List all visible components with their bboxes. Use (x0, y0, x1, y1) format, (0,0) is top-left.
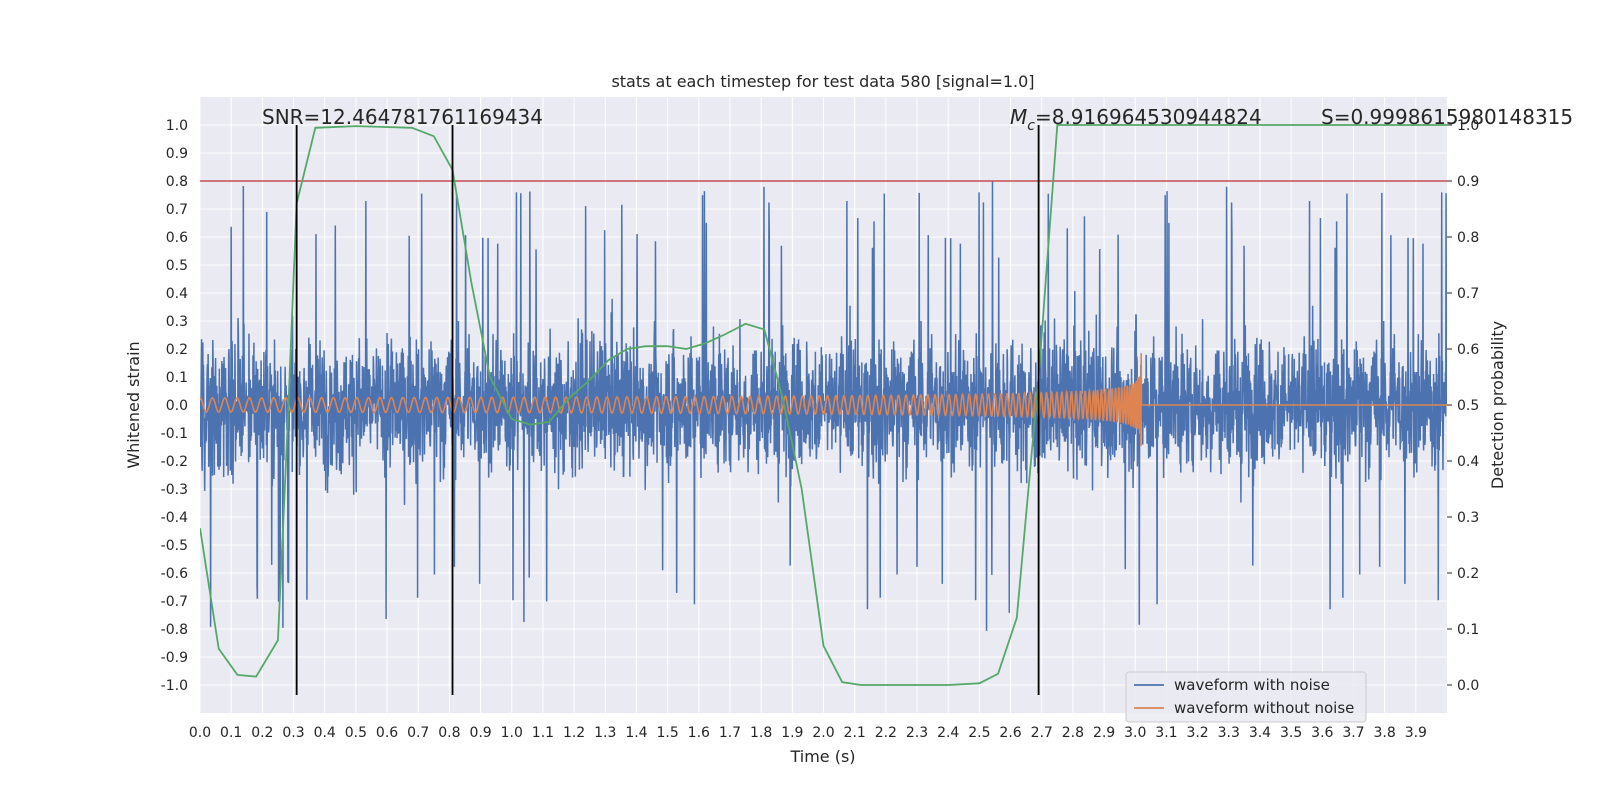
x-tick-label: 0.1 (220, 725, 242, 741)
x-tick-label: 1.4 (625, 725, 647, 741)
y-tick-label: 0.9 (166, 146, 188, 162)
y-tick-label: -0.2 (161, 454, 188, 470)
y-tick-label: -0.7 (161, 594, 188, 610)
mc-subscript: c (1027, 118, 1035, 134)
plot-area (200, 124, 1447, 695)
y-tick-label: 0.4 (166, 286, 188, 302)
s-annotation: S=0.9998615980148315 (1321, 105, 1573, 129)
x-tick-label: 0.7 (407, 725, 429, 741)
x-tick-label: 1.1 (532, 725, 554, 741)
x-tick-label: 3.1 (1155, 725, 1177, 741)
x-tick-label: 3.2 (1186, 725, 1208, 741)
x-tick-label: 0.3 (282, 725, 304, 741)
y-right-tick-label: 0.1 (1457, 622, 1479, 638)
x-tick-label: 3.3 (1218, 725, 1240, 741)
y-right-tick-label: 0.2 (1457, 566, 1479, 582)
y-tick-label: -0.1 (161, 426, 188, 442)
y-right-tick-label: 0.3 (1457, 510, 1479, 526)
y-tick-label: 0.6 (166, 230, 188, 246)
y-tick-label: -0.5 (161, 538, 188, 554)
y-tick-label: 1.0 (166, 118, 188, 134)
x-tick-label: 2.8 (1062, 725, 1084, 741)
y-tick-label: -0.8 (161, 622, 188, 638)
x-tick-label: 2.5 (968, 725, 990, 741)
y-ticks-right: 1.0 0.9 0.8 0.7 0.6 0.5 0.4 0.3 0.2 0.1 0.0 (1447, 118, 1479, 694)
y-ticks: 1.0 0.9 0.8 0.7 0.6 0.5 0.4 0.3 0.2 0.1 0.0 -0.1 -0.… (161, 118, 188, 694)
x-tick-label: 0.2 (251, 725, 273, 741)
x-tick-label: 3.5 (1280, 725, 1302, 741)
legend-box (1125, 671, 1367, 723)
x-tick-label: 1.2 (563, 725, 585, 741)
x-tick-label: 3.9 (1405, 725, 1427, 741)
y-right-tick-label: 0.6 (1457, 342, 1479, 358)
x-tick-label: 3.7 (1342, 725, 1364, 741)
x-tick-label: 1.0 (501, 725, 523, 741)
y-right-tick-label: 0.5 (1457, 398, 1479, 414)
y-tick-label: -0.6 (161, 566, 188, 582)
legend-clean-label: waveform without noise (1174, 699, 1354, 717)
chart-title: stats at each timestep for test data 580… (611, 72, 1034, 91)
y-tick-label: -1.0 (161, 678, 188, 694)
snr-annotation: SNR=12.464781761169434 (262, 105, 543, 129)
waveform-without-noise-line (200, 353, 1447, 447)
detection-probability-line (200, 124, 1447, 686)
x-tick-label: 1.9 (781, 725, 803, 741)
y-tick-label: -0.4 (161, 510, 188, 526)
x-tick-label: 0.8 (438, 725, 460, 741)
y-tick-label: 0.2 (166, 342, 188, 358)
x-ticks: 0.0 0.1 0.2 0.3 0.4 0.5 0.6 0.7 0.8 0.9 1.0 1.1 1.2 1… (189, 725, 1427, 741)
x-tick-label: 1.7 (719, 725, 741, 741)
y-right-tick-label: 0.9 (1457, 174, 1479, 190)
y-right-tick-label: 0.7 (1457, 286, 1479, 302)
y-tick-label: 0.0 (166, 398, 188, 414)
y-tick-label: -0.9 (161, 650, 188, 666)
y-right-tick-label: 0.8 (1457, 230, 1479, 246)
x-tick-label: 2.1 (844, 725, 866, 741)
y-tick-label: 0.7 (166, 202, 188, 218)
x-tick-label: 0.6 (376, 725, 398, 741)
x-tick-label: 0.4 (314, 725, 336, 741)
x-tick-label: 2.9 (1093, 725, 1115, 741)
y-right-tick-label: 1.0 (1457, 118, 1479, 134)
x-tick-label: 2.3 (906, 725, 928, 741)
x-tick-label: 3.8 (1374, 725, 1396, 741)
y-tick-label: 0.1 (166, 370, 188, 386)
y-axis-label: Whitened strain (124, 341, 143, 468)
y-right-tick-label: 0.0 (1457, 678, 1479, 694)
mc-value: =8.916964530944824 (1035, 105, 1262, 129)
x-tick-label: 1.3 (594, 725, 616, 741)
x-tick-label: 3.6 (1311, 725, 1333, 741)
x-tick-label: 1.6 (688, 725, 710, 741)
y-axis-label-right: Detection probability (1488, 321, 1507, 489)
x-tick-label: 0.0 (189, 725, 211, 741)
y-tick-label: 0.5 (166, 258, 188, 274)
x-tick-label: 2.0 (812, 725, 834, 741)
legend-noise-label: waveform with noise (1174, 676, 1330, 694)
x-tick-label: 2.4 (937, 725, 959, 741)
y-tick-label: 0.8 (166, 174, 188, 190)
waveform-with-noise-line (200, 180, 1447, 631)
x-tick-label: 2.6 (999, 725, 1021, 741)
x-tick-label: 0.9 (469, 725, 491, 741)
y-right-tick-label: 0.4 (1457, 454, 1479, 470)
x-tick-label: 2.2 (875, 725, 897, 741)
x-axis-label: Time (s) (789, 747, 855, 766)
y-tick-label: 0.3 (166, 314, 188, 330)
x-tick-label: 3.0 (1124, 725, 1146, 741)
mc-symbol: M (1010, 105, 1027, 129)
x-tick-label: 3.4 (1249, 725, 1271, 741)
x-tick-label: 2.7 (1031, 725, 1053, 741)
x-tick-label: 0.5 (345, 725, 367, 741)
y-tick-label: -0.3 (161, 482, 188, 498)
legend: waveform with noise waveform without noi… (1125, 671, 1367, 723)
mc-annotation: Mc=8.916964530944824 (1010, 105, 1262, 134)
x-tick-label: 1.8 (750, 725, 772, 741)
x-tick-label: 1.5 (656, 725, 678, 741)
